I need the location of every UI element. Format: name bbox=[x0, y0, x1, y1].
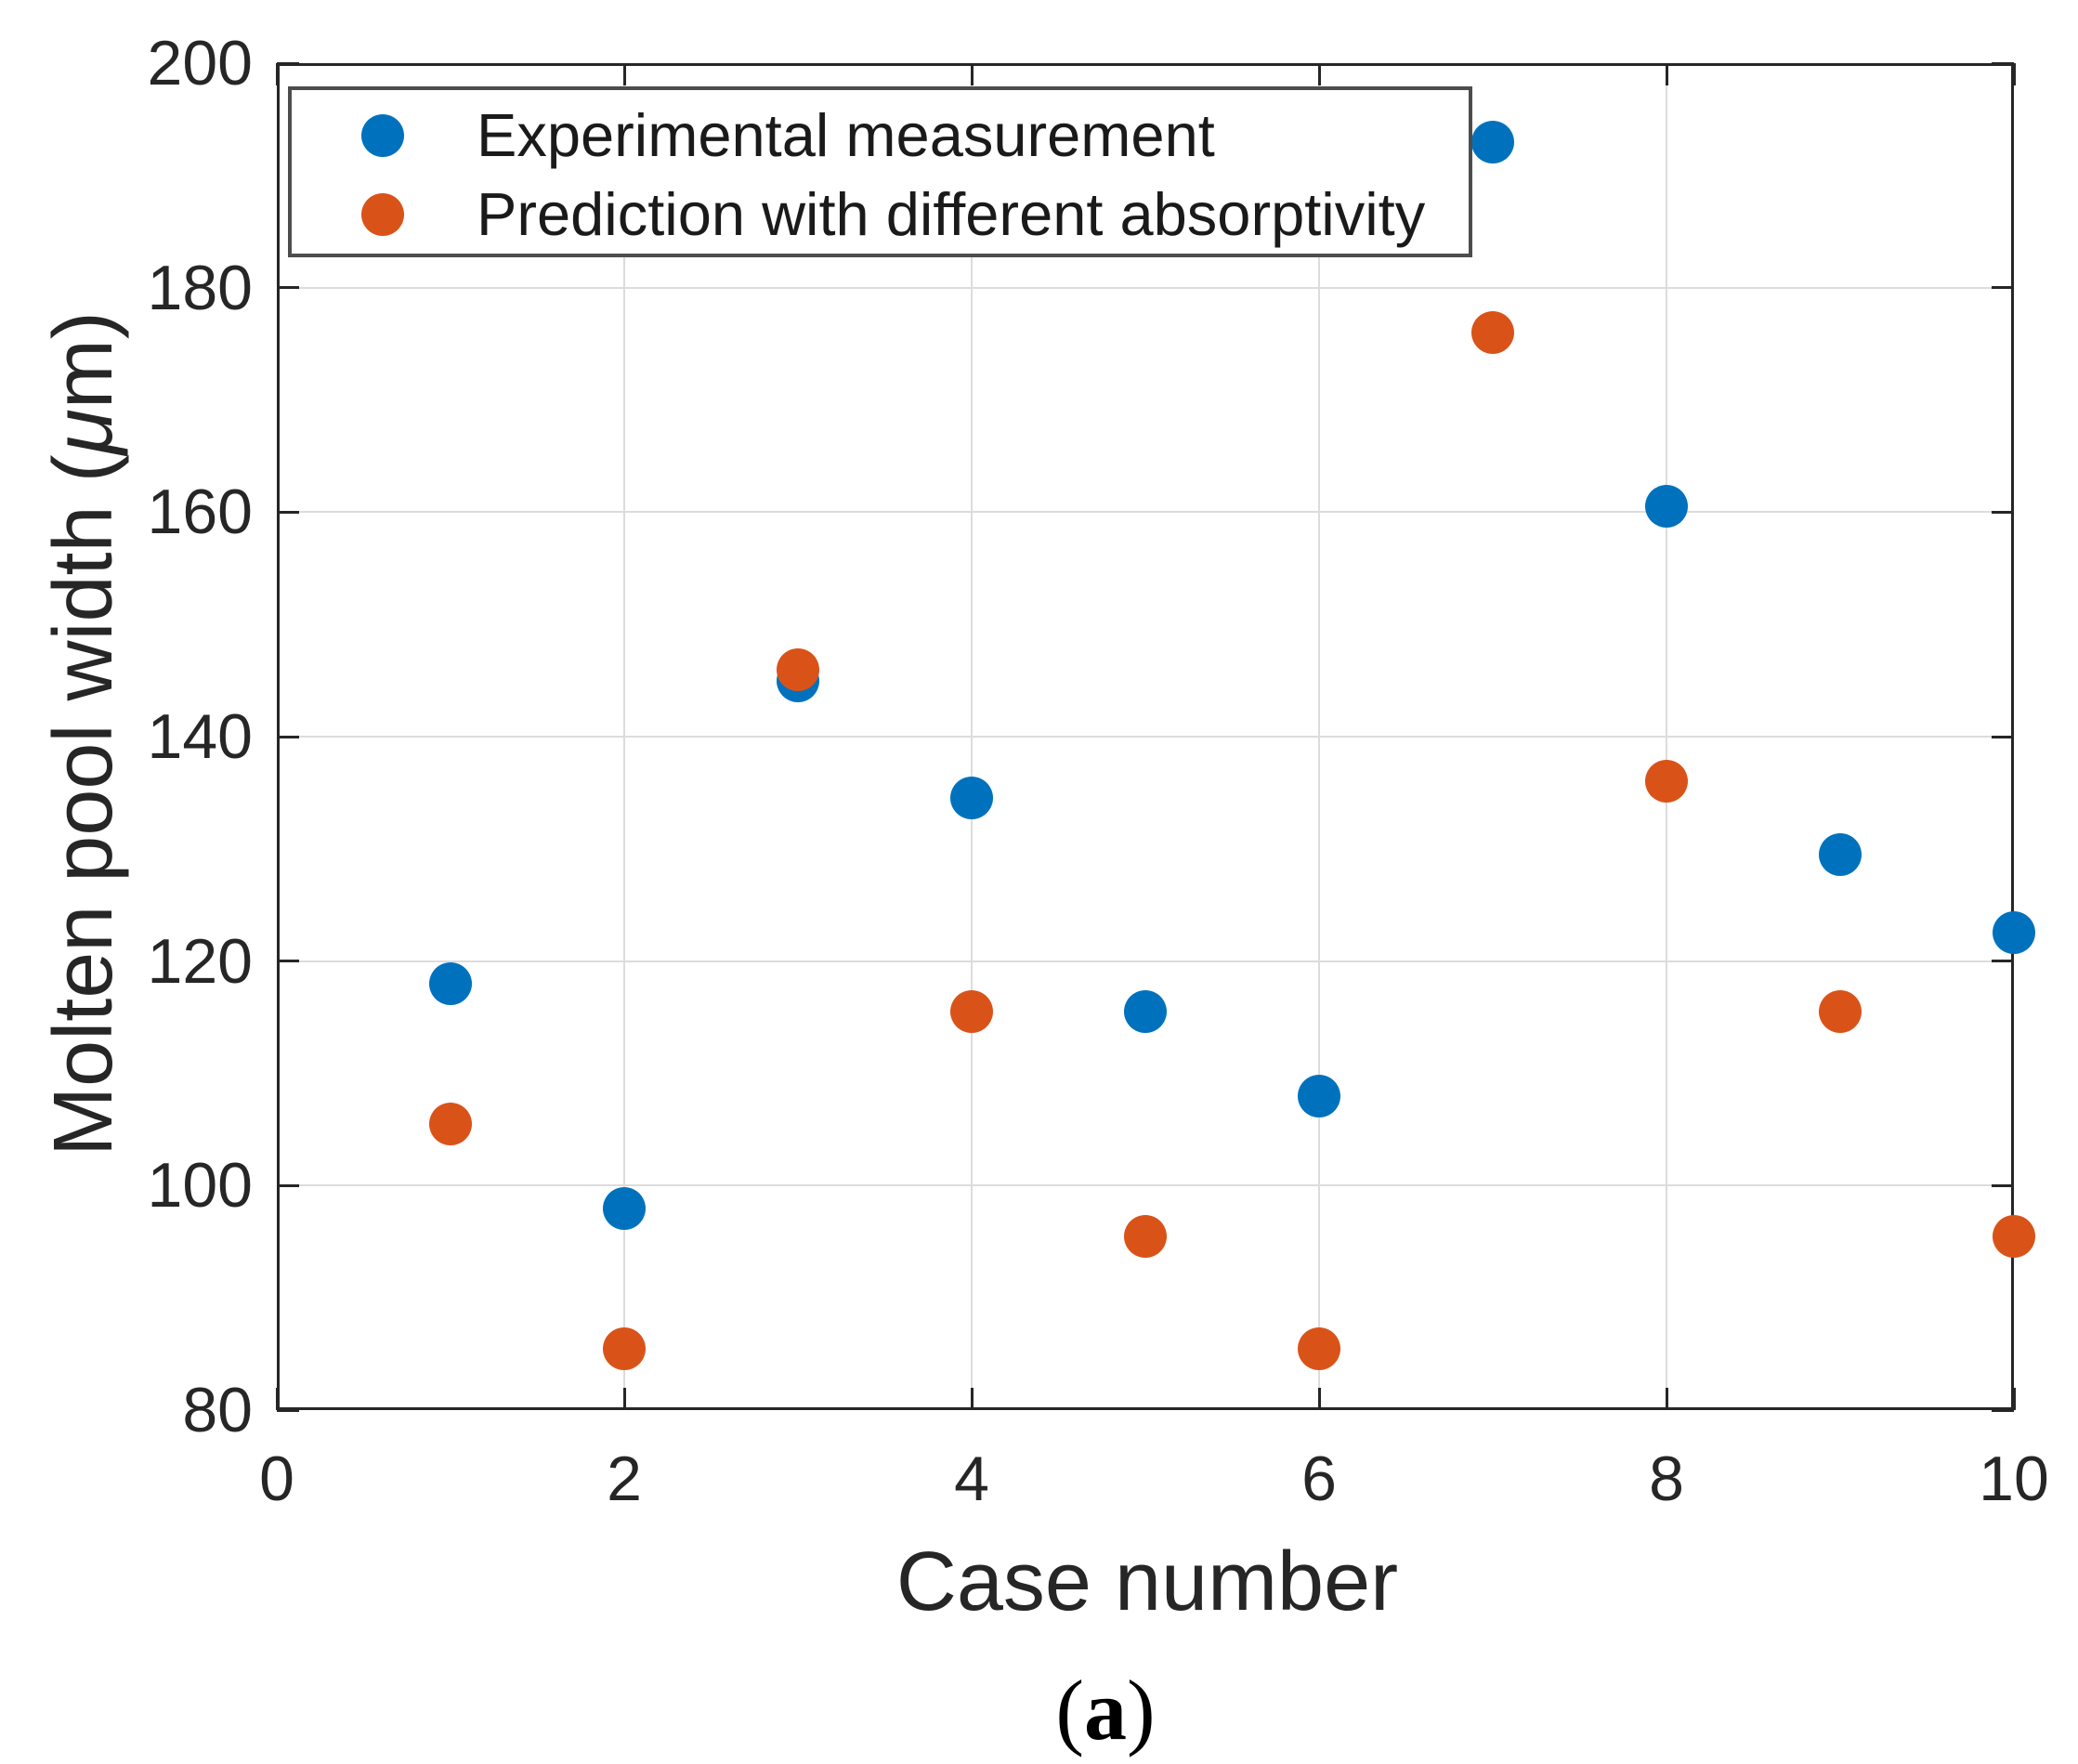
gridline-y-120 bbox=[277, 960, 2014, 962]
legend-marker-experimental bbox=[361, 114, 404, 157]
x-tick-bottom-4 bbox=[970, 1388, 974, 1410]
x-tick-top-2 bbox=[622, 63, 626, 85]
y-tick-label-140: 140 bbox=[147, 701, 253, 772]
point-experimental-case-4 bbox=[950, 777, 993, 820]
legend-label-prediction: Prediction with different absorptivity bbox=[477, 180, 1426, 248]
y-tick-right-160 bbox=[1992, 510, 2014, 514]
point-prediction-case-3 bbox=[777, 647, 819, 691]
x-tick-bottom-6 bbox=[1317, 1388, 1321, 1410]
point-prediction-case-4 bbox=[950, 990, 993, 1034]
gridline-y-140 bbox=[277, 736, 2014, 738]
x-axis-label: Case number bbox=[895, 1535, 1399, 1628]
y-tick-left-160 bbox=[277, 510, 299, 514]
legend-entry-experimental: Experimental measurement bbox=[361, 105, 1215, 166]
point-prediction-case-8 bbox=[1645, 760, 1688, 804]
y-tick-left-120 bbox=[277, 960, 299, 963]
y-tick-left-200 bbox=[277, 61, 299, 65]
point-experimental-case-9 bbox=[1819, 832, 1862, 876]
legend-marker-prediction bbox=[361, 193, 404, 236]
point-experimental-case-5 bbox=[1124, 990, 1167, 1034]
y-tick-label-160: 160 bbox=[147, 477, 253, 548]
point-experimental-case-8 bbox=[1645, 485, 1688, 529]
x-tick-bottom-2 bbox=[622, 1388, 626, 1410]
y-tick-right-100 bbox=[1992, 1183, 2014, 1187]
y-tick-label-80: 80 bbox=[182, 1375, 253, 1445]
legend-entry-prediction: Prediction with different absorptivity bbox=[361, 184, 1425, 245]
x-tick-label-2: 2 bbox=[607, 1444, 642, 1514]
gridline-y-100 bbox=[277, 1184, 2014, 1187]
point-prediction-case-10 bbox=[1993, 1214, 2035, 1258]
x-tick-top-0 bbox=[275, 63, 279, 85]
y-tick-right-200 bbox=[1992, 61, 2014, 65]
x-tick-label-0: 0 bbox=[259, 1444, 294, 1514]
point-experimental-case-1 bbox=[429, 961, 472, 1005]
y-tick-left-140 bbox=[277, 735, 299, 738]
y-tick-label-100: 100 bbox=[147, 1150, 253, 1222]
point-experimental-case-6 bbox=[1298, 1074, 1340, 1117]
gridline-y-160 bbox=[277, 511, 2014, 514]
x-tick-label-10: 10 bbox=[1979, 1444, 2049, 1514]
x-tick-top-10 bbox=[2012, 63, 2016, 85]
y-tick-right-140 bbox=[1992, 735, 2014, 738]
y-tick-label-120: 120 bbox=[147, 925, 253, 997]
point-prediction-case-6 bbox=[1298, 1326, 1340, 1370]
y-tick-left-80 bbox=[277, 1408, 299, 1412]
x-tick-top-4 bbox=[970, 63, 974, 85]
x-tick-bottom-0 bbox=[275, 1388, 279, 1410]
legend: Experimental measurement Prediction with… bbox=[288, 86, 1472, 257]
x-tick-top-6 bbox=[1317, 63, 1321, 85]
y-tick-label-180: 180 bbox=[147, 252, 253, 323]
y-tick-left-180 bbox=[277, 286, 299, 290]
gridline-y-180 bbox=[277, 286, 2014, 289]
y-tick-right-80 bbox=[1992, 1408, 2014, 1412]
y-tick-left-100 bbox=[277, 1183, 299, 1187]
x-tick-bottom-10 bbox=[2012, 1388, 2016, 1410]
point-experimental-case-10 bbox=[1993, 911, 2035, 955]
y-axis-label: Molten pool width (μm) bbox=[37, 311, 130, 1156]
point-prediction-case-9 bbox=[1819, 990, 1862, 1034]
legend-label-experimental: Experimental measurement bbox=[477, 101, 1215, 169]
x-tick-label-4: 4 bbox=[954, 1444, 989, 1514]
y-tick-label-200: 200 bbox=[147, 28, 253, 98]
y-tick-right-120 bbox=[1992, 960, 2014, 963]
point-experimental-case-7 bbox=[1471, 120, 1514, 163]
x-tick-label-6: 6 bbox=[1301, 1444, 1337, 1514]
point-prediction-case-2 bbox=[603, 1326, 646, 1370]
x-tick-bottom-8 bbox=[1665, 1388, 1668, 1410]
point-prediction-case-7 bbox=[1471, 311, 1514, 354]
x-tick-top-8 bbox=[1665, 63, 1668, 85]
figure-caption: (a) bbox=[1055, 1663, 1156, 1757]
point-prediction-case-5 bbox=[1124, 1214, 1167, 1258]
point-prediction-case-1 bbox=[429, 1102, 472, 1145]
point-experimental-case-2 bbox=[603, 1186, 646, 1230]
y-tick-right-180 bbox=[1992, 286, 2014, 290]
x-tick-label-8: 8 bbox=[1649, 1444, 1684, 1514]
